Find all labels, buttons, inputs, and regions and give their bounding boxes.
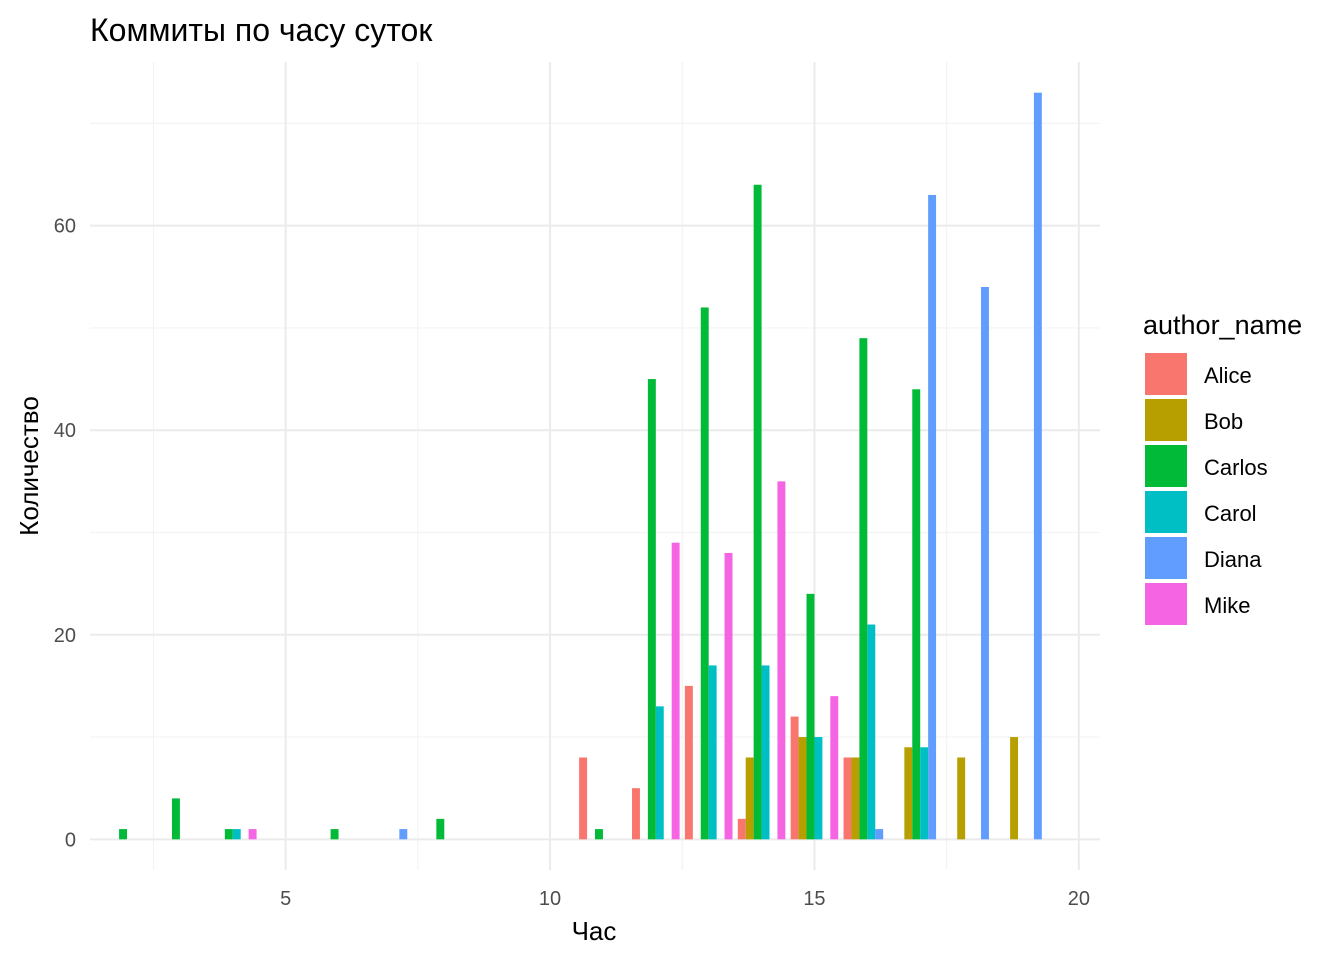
bar-carol (232, 829, 241, 840)
bar-carlos (859, 338, 868, 840)
bar-alice (737, 818, 746, 840)
y-tick-label: 20 (54, 625, 76, 647)
bar-alice (790, 716, 799, 840)
bar-bob (904, 747, 913, 840)
x-axis-ticks: 5 10 15 20 (280, 888, 1090, 910)
x-tick-label: 5 (280, 888, 291, 910)
bar-bob (798, 737, 807, 840)
x-tick-label: 15 (803, 888, 825, 910)
bar-bob (957, 757, 966, 840)
legend-key-diana (1145, 537, 1187, 579)
bar-carlos (171, 798, 180, 840)
bar-alice (843, 757, 852, 840)
legend-key-bob (1145, 399, 1187, 441)
bar-diana (1033, 92, 1042, 840)
bar-alice (684, 685, 693, 840)
legend-label: Carlos (1204, 455, 1268, 480)
bar-carol (761, 665, 770, 840)
bar-mike (671, 542, 680, 840)
bar-carlos (806, 593, 815, 840)
y-axis-ticks: 0 20 40 60 (54, 216, 76, 852)
bar-alice (579, 757, 588, 840)
bar-mike (724, 552, 733, 840)
bar-carlos (119, 829, 128, 840)
bars (119, 92, 1042, 840)
grid (90, 62, 1100, 870)
bar-alice (632, 788, 640, 840)
chart-title: Коммиты по часу суток (90, 12, 433, 48)
x-tick-label: 20 (1068, 888, 1090, 910)
bar-bob (1010, 737, 1019, 840)
y-tick-label: 60 (54, 216, 76, 238)
y-tick-label: 40 (54, 420, 76, 442)
bar-carol (708, 665, 717, 840)
x-axis-title: Час (572, 916, 617, 946)
bar-mike (777, 481, 786, 840)
bar-carol (814, 737, 823, 840)
legend: author_name Alice Bob Carlos Carol Diana Mike (1143, 310, 1302, 625)
bar-carlos (753, 184, 762, 840)
legend-key-alice (1145, 353, 1187, 395)
bar-diana (981, 287, 989, 840)
bar-carol (867, 624, 876, 840)
bar-diana (875, 829, 884, 840)
bar-diana (928, 194, 937, 840)
bar-carlos (436, 818, 445, 840)
bar-carlos (330, 829, 339, 840)
legend-label: Carol (1204, 501, 1257, 526)
legend-key-carol (1145, 491, 1187, 533)
bar-carlos (647, 379, 656, 840)
bar-bob (851, 757, 860, 840)
legend-label: Diana (1204, 547, 1262, 572)
x-tick-label: 10 (539, 888, 561, 910)
legend-label: Bob (1204, 409, 1243, 434)
bar-carlos (595, 829, 603, 840)
legend-key-carlos (1145, 445, 1187, 487)
legend-key-mike (1145, 583, 1187, 625)
bar-carlos (912, 389, 921, 840)
bar-carlos (700, 307, 709, 840)
y-tick-label: 0 (65, 829, 76, 851)
bar-carlos (224, 829, 233, 840)
bar-carol (655, 706, 664, 840)
bar-bob (745, 757, 754, 840)
legend-label: Mike (1204, 593, 1250, 618)
legend-title: author_name (1143, 310, 1302, 340)
bar-carol (920, 747, 929, 840)
bar-mike (248, 829, 257, 840)
bar-mike (830, 696, 839, 840)
bar-diana (399, 829, 408, 840)
y-axis-title: Количество (14, 396, 44, 536)
legend-label: Alice (1204, 363, 1252, 388)
